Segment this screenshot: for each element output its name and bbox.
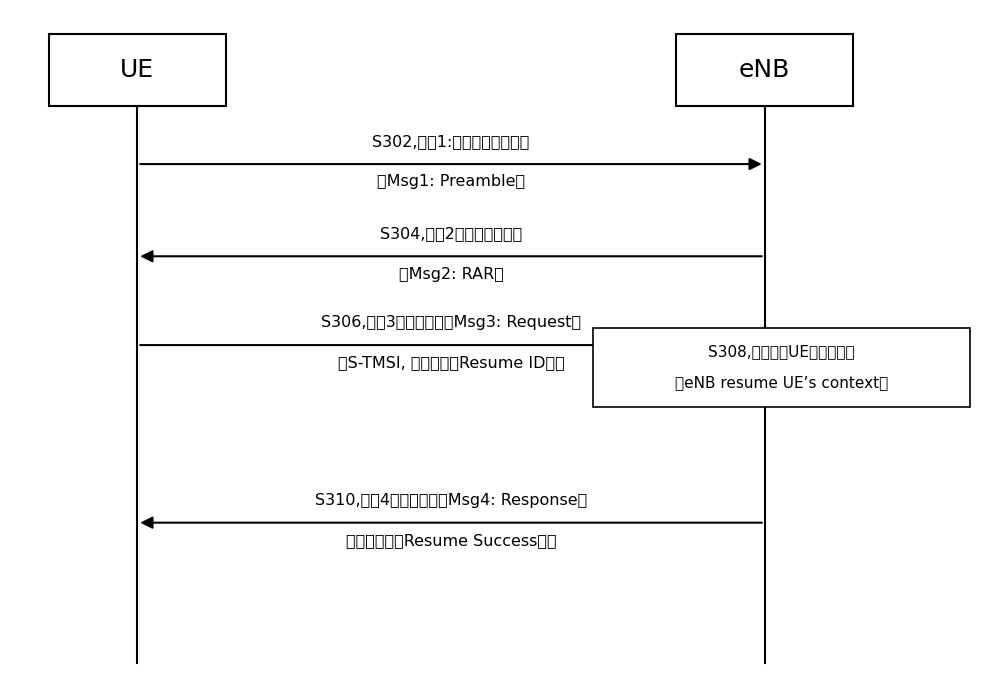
Text: S310,消息4：响应消息（Msg4: Response）: S310,消息4：响应消息（Msg4: Response） [315, 493, 587, 507]
Text: S308,基站恢复UE上下文信息: S308,基站恢复UE上下文信息 [708, 344, 855, 359]
Text: （eNB resume UE’s context）: （eNB resume UE’s context） [675, 376, 888, 390]
Text: （Msg1: Preamble）: （Msg1: Preamble） [377, 174, 525, 190]
Bar [676, 34, 853, 106]
Text: （Msg2: RAR）: （Msg2: RAR） [399, 266, 503, 282]
Text: UE: UE [120, 58, 154, 82]
Text: S304,消息2：随机接入响应: S304,消息2：随机接入响应 [380, 227, 522, 241]
Text: S306,消息3：请求消息（Msg3: Request）: S306,消息3：请求消息（Msg3: Request） [321, 315, 581, 330]
Text: eNB: eNB [739, 58, 790, 82]
Bar [593, 328, 970, 406]
Text: （S-TMSI, 恢复标识（Resume ID））: （S-TMSI, 恢复标识（Resume ID）） [338, 355, 564, 370]
Bar [49, 34, 226, 106]
Text: （恢复成功（Resume Success））: （恢复成功（Resume Success）） [346, 533, 556, 548]
Text: S302,消息1:随机接入前缀发送: S302,消息1:随机接入前缀发送 [372, 134, 530, 149]
